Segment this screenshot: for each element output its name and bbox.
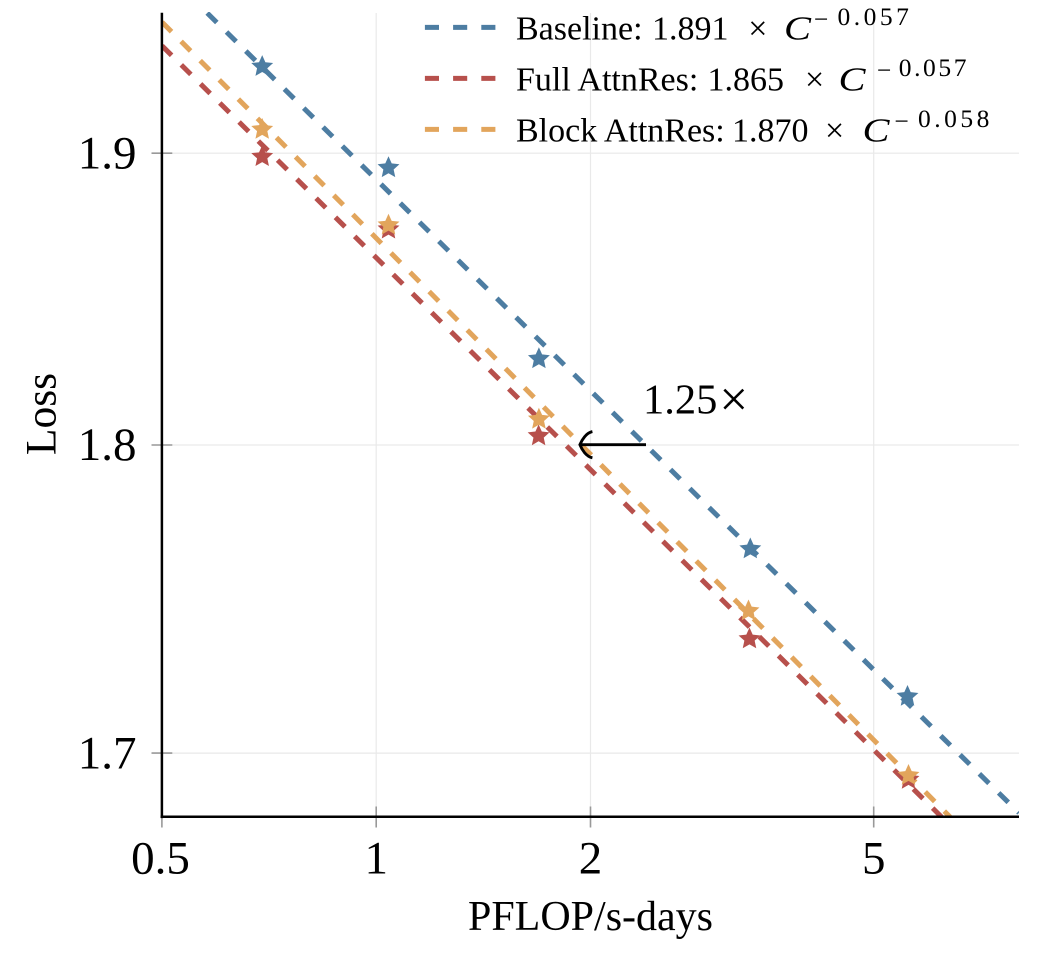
svg-text:5: 5 bbox=[862, 833, 886, 885]
svg-text:1: 1 bbox=[364, 833, 388, 885]
svg-text:Loss: Loss bbox=[17, 373, 65, 455]
svg-text:1.7: 1.7 bbox=[78, 727, 137, 779]
svg-text:Full AttnRes:1.865×C− 0.057: Full AttnRes: 1.865 × C − 0.057 bbox=[516, 53, 969, 98]
svg-text:2: 2 bbox=[579, 833, 603, 885]
svg-text:PFLOP/s-days: PFLOP/s-days bbox=[468, 894, 713, 940]
svg-text:1.25×: 1.25× bbox=[643, 372, 748, 428]
svg-text:1.8: 1.8 bbox=[78, 419, 137, 471]
svg-text:1.9: 1.9 bbox=[78, 127, 137, 179]
svg-text:0.5: 0.5 bbox=[131, 833, 190, 885]
